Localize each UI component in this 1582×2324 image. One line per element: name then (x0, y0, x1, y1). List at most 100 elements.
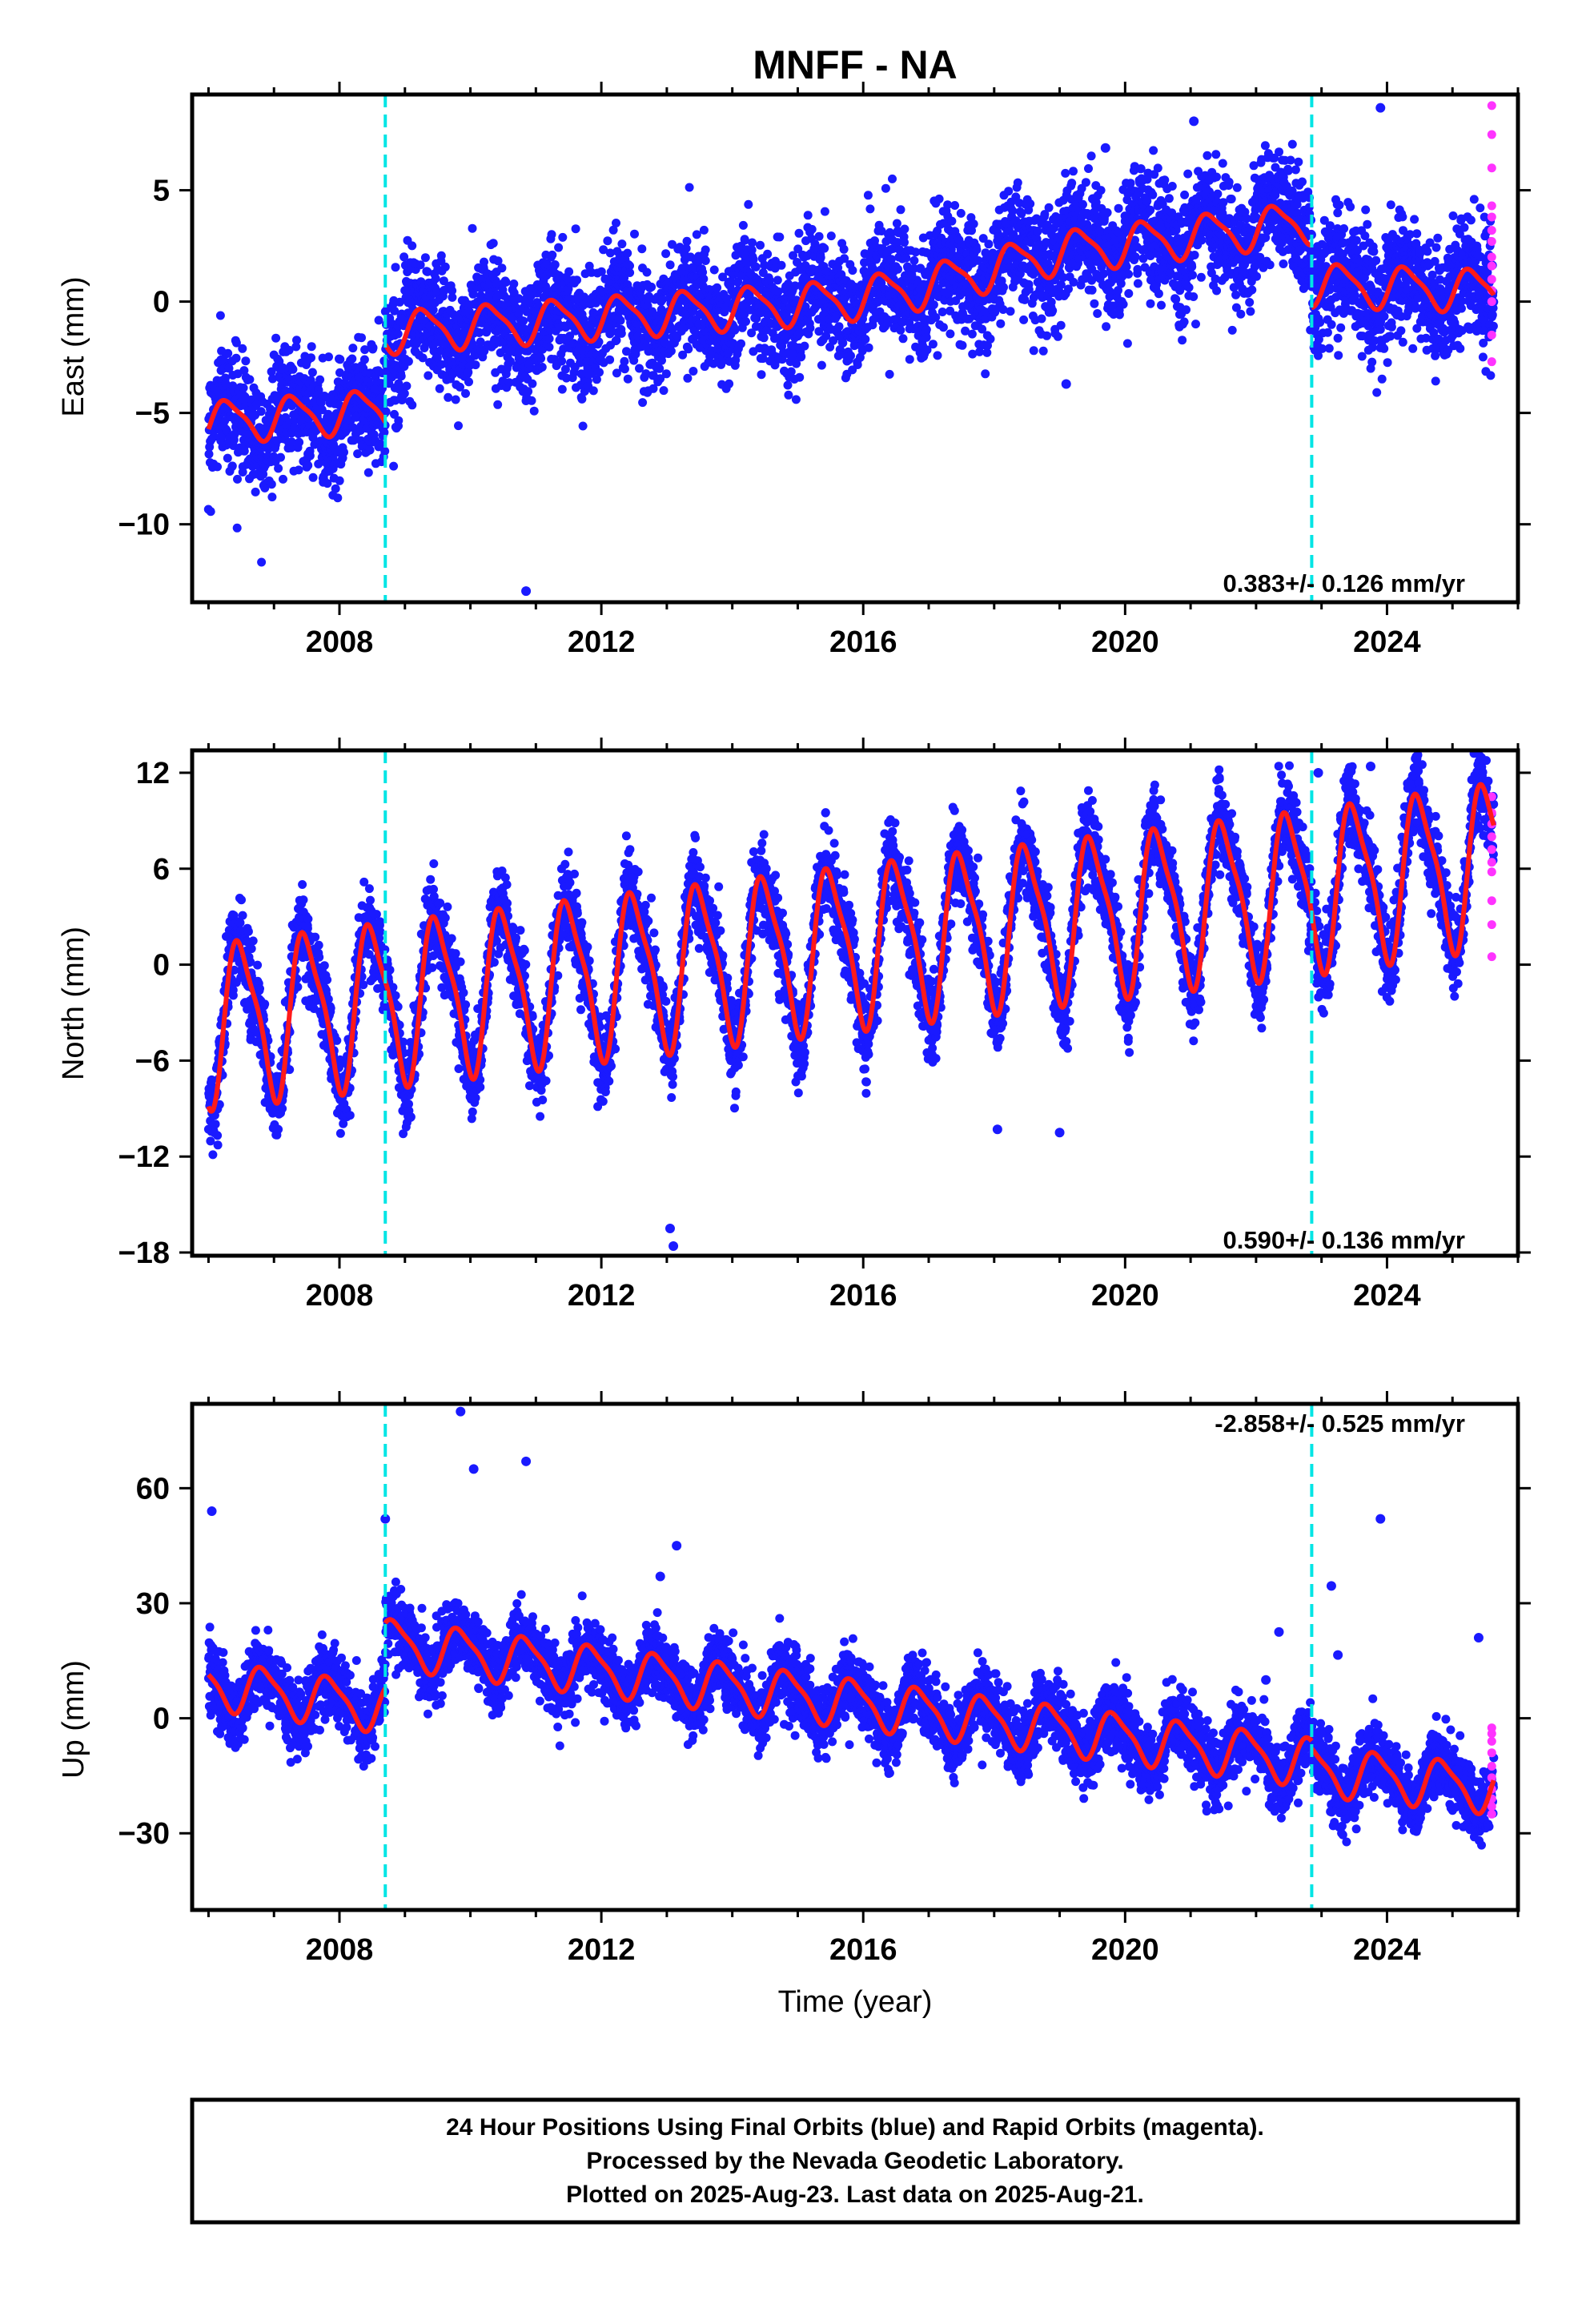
final-orbit-point (1245, 298, 1255, 307)
final-orbit-point (616, 328, 626, 338)
final-orbit-point (678, 350, 688, 360)
final-orbit-point (379, 428, 389, 437)
final-orbit-point (840, 254, 849, 263)
final-orbit-point (1154, 289, 1163, 299)
final-orbit-point (493, 400, 503, 409)
final-orbit-point (1133, 279, 1142, 288)
final-orbit-point (773, 287, 783, 296)
final-orbit-point (558, 232, 568, 242)
final-orbit-point (454, 421, 463, 431)
final-orbit-point (1213, 189, 1223, 199)
final-orbit-point (423, 267, 432, 276)
final-orbit-point (1153, 163, 1162, 173)
final-orbit-point (204, 449, 214, 459)
final-orbit-point (682, 236, 692, 246)
final-orbit-point (833, 263, 843, 272)
final-orbit-point (464, 377, 473, 387)
final-orbit-point (554, 243, 564, 252)
final-orbit-point (865, 204, 875, 214)
final-orbit-point (1180, 190, 1190, 199)
final-orbit-point (408, 241, 417, 251)
final-orbit-point (888, 174, 897, 183)
final-orbit-point (1184, 283, 1194, 292)
final-orbit-point (921, 325, 931, 335)
final-orbit-point (303, 460, 313, 470)
final-orbit-point (898, 334, 908, 344)
final-orbit-point (391, 396, 400, 405)
final-orbit-point (595, 368, 604, 377)
final-orbit-point (564, 284, 573, 294)
final-orbit-point (1246, 307, 1255, 316)
final-orbit-point (612, 219, 620, 227)
final-orbit-point (783, 380, 793, 390)
final-orbit-point (431, 274, 440, 283)
final-orbit-point (418, 353, 428, 363)
final-orbit-point (271, 333, 281, 343)
final-orbit-point (599, 245, 608, 255)
final-orbit-point (238, 344, 247, 353)
final-orbit-point (315, 375, 325, 384)
final-orbit-point (648, 384, 658, 393)
final-orbit-point (1133, 264, 1142, 274)
final-orbit-point (307, 353, 315, 363)
final-orbit-point (699, 274, 709, 283)
final-orbit-point (625, 268, 635, 277)
final-orbit-point (222, 426, 231, 436)
final-orbit-point (791, 395, 801, 404)
final-orbit-point (213, 462, 222, 472)
final-orbit-point (1081, 178, 1090, 187)
final-orbit-point (623, 248, 632, 258)
final-orbit-point (946, 329, 955, 339)
final-orbit-point (1189, 292, 1199, 301)
final-orbit-point (267, 480, 276, 489)
final-orbit-point (294, 465, 303, 475)
final-orbit-point (380, 446, 390, 456)
final-orbit-point (900, 224, 909, 234)
final-orbit-point (391, 263, 400, 272)
final-orbit-point (1224, 177, 1234, 187)
final-orbit-point (396, 372, 406, 381)
final-orbit-point (800, 341, 809, 351)
final-orbit-point (357, 333, 366, 343)
final-orbit-point (241, 356, 251, 366)
final-orbit-point (1252, 271, 1261, 281)
final-orbit-point (612, 336, 621, 345)
final-orbit-point (744, 199, 753, 209)
final-orbit-point (803, 211, 813, 220)
final-orbit-point (620, 356, 629, 366)
final-orbit-point (408, 400, 417, 410)
final-orbit-point (1046, 297, 1056, 307)
final-orbit-point (221, 379, 231, 388)
final-orbit-point (630, 229, 639, 239)
final-orbit-point (1093, 309, 1102, 318)
final-orbit-point (740, 235, 749, 245)
final-orbit-point (314, 459, 323, 468)
final-orbit-point (933, 351, 942, 360)
final-orbit-point (1167, 182, 1177, 191)
final-orbit-point (509, 279, 519, 288)
final-orbit-point (1232, 183, 1242, 192)
final-orbit-point (781, 332, 791, 342)
final-orbit-point (789, 251, 797, 260)
final-orbit-point (206, 507, 215, 517)
final-orbit-point (605, 355, 615, 364)
final-orbit-point (870, 236, 879, 246)
final-orbit-point (805, 324, 815, 333)
final-orbit-point (928, 340, 938, 349)
final-orbit-point (981, 369, 990, 379)
final-orbit-point (661, 369, 671, 379)
final-orbit-point (860, 258, 869, 267)
final-orbit-point (701, 245, 710, 255)
final-orbit-point (348, 344, 358, 353)
final-orbit-point (1044, 203, 1054, 212)
final-orbit-point (984, 239, 994, 249)
final-orbit-point (360, 345, 370, 355)
final-orbit-point (1061, 168, 1070, 178)
final-orbit-point (1048, 306, 1058, 316)
final-orbit-point (661, 249, 671, 259)
final-orbit-point (969, 219, 978, 229)
final-orbit-point (938, 308, 947, 316)
final-orbit-point (784, 279, 793, 288)
final-orbit-point (1114, 203, 1123, 213)
final-orbit-point (505, 356, 515, 366)
